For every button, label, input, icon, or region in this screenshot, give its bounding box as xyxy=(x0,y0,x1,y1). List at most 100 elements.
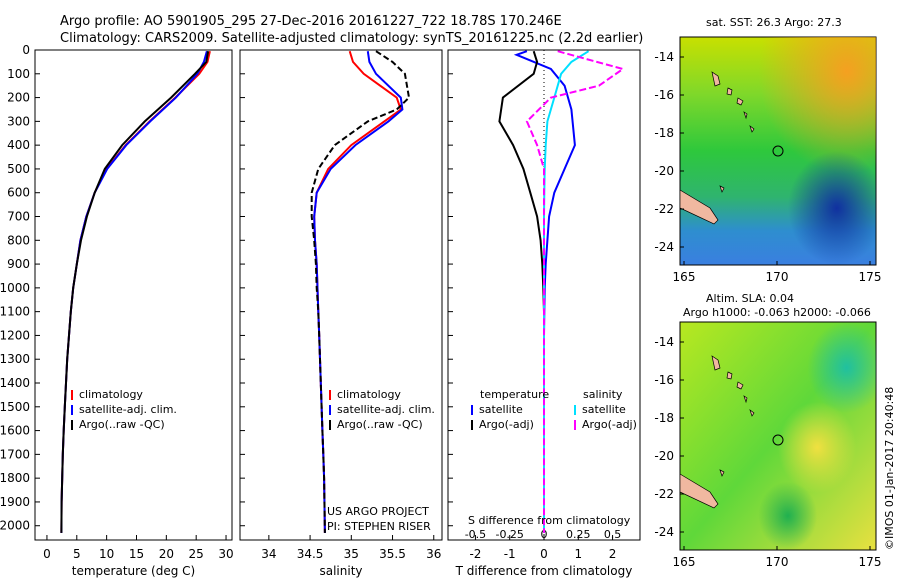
sst-cold-region xyxy=(680,37,876,265)
x-axis-label: T difference from climatology xyxy=(455,564,633,578)
map-y-tick-label: -22 xyxy=(654,487,674,501)
x-axis-label: salinity xyxy=(319,564,362,578)
map-y-tick-label: -22 xyxy=(654,202,674,216)
legend-label: satellite-adj. clim. xyxy=(337,403,435,416)
depth-tick-label: 700 xyxy=(7,210,30,224)
x-tick-label: 36 xyxy=(426,547,441,561)
x-tick-label: 35 xyxy=(344,547,359,561)
depth-tick-label: 100 xyxy=(7,67,30,81)
header-line-1: Argo profile: AO 5901905_295 27-Dec-2016… xyxy=(60,14,562,29)
legend-label: climatology xyxy=(337,388,401,401)
legend-label: climatology xyxy=(79,388,143,401)
sst-map: sat. SST: 26.3 Argo: 27.3 -14 -16 -18 -20 -2… xyxy=(654,16,881,284)
depth-tick-label: 800 xyxy=(7,233,30,247)
x-tick-label: 35.5 xyxy=(379,547,406,561)
imos-timestamp: ©IMOS 01-Jan-2017 20:40:48 xyxy=(883,387,896,550)
s-tick-label: -0.5 xyxy=(465,528,486,541)
x-tick-label: 25 xyxy=(189,547,204,561)
legend-label: salinity xyxy=(583,388,623,401)
legend-label: Argo(..raw -QC) xyxy=(337,418,423,431)
temperature-panel: 0 5 10 15 20 25 30 temperature (deg C) climatolo… xyxy=(34,49,234,578)
x-tick-label: 30 xyxy=(218,547,233,561)
depth-tick-label: 900 xyxy=(7,257,30,271)
x-tick-label: 34 xyxy=(261,547,276,561)
depth-tick-label: 1400 xyxy=(0,376,30,390)
sla-map-title-1: Altim. SLA: 0.04 xyxy=(706,292,794,305)
map-y-tick-label: -16 xyxy=(654,373,674,387)
sst-argo-marker xyxy=(772,145,784,157)
map-x-tick-label: 175 xyxy=(859,270,882,284)
map-x-tick-label: 165 xyxy=(673,555,696,569)
depth-tick-label: 300 xyxy=(7,114,30,128)
map-x-tick-label: 165 xyxy=(673,270,696,284)
pi-label: PI: STEPHEN RISER xyxy=(327,520,431,533)
x-tick-label: -1 xyxy=(504,547,516,561)
s-tick-label: -0.25 xyxy=(495,528,523,541)
x-tick-label: 15 xyxy=(129,547,144,561)
plot-frame xyxy=(34,49,233,541)
depth-tick-label: 600 xyxy=(7,186,30,200)
series-line-argo-raw-qc- xyxy=(60,51,210,533)
sst-map-title: sat. SST: 26.3 Argo: 27.3 xyxy=(706,16,842,29)
depth-tick-label: 1000 xyxy=(0,281,30,295)
depth-axis: 0 100 200 300 400 500 600 700 800 900 1000 1100 1200… xyxy=(0,43,453,533)
plot-frame xyxy=(239,49,443,541)
sla-map-axes: -14 -16 -18 -20 -22 -24 165 170 175 xyxy=(654,335,881,569)
map-y-tick-label: -24 xyxy=(654,240,674,254)
depth-tick-label: 1500 xyxy=(0,400,30,414)
sla-islands xyxy=(679,355,755,509)
x-tick-label: 1 xyxy=(574,547,582,561)
x-tick-label: 10 xyxy=(99,547,114,561)
depth-tick-label: 500 xyxy=(7,162,30,176)
s-tick-label: 0.25 xyxy=(566,528,591,541)
legend-label: satellite xyxy=(479,403,523,416)
x-tick-label: 20 xyxy=(159,547,174,561)
depth-tick-label: 200 xyxy=(7,91,30,105)
map-y-tick-label: -20 xyxy=(654,164,674,178)
depth-tick-label: 1700 xyxy=(0,447,30,461)
x-tick-label: 34.5 xyxy=(297,547,324,561)
legend-label: satellite xyxy=(582,403,626,416)
header-line-2: Climatology: CARS2009. Satellite-adjuste… xyxy=(60,31,643,46)
legend-label: satellite-adj. clim. xyxy=(79,403,177,416)
depth-tick-label: 1200 xyxy=(0,328,30,342)
x-tick-label: -2 xyxy=(469,547,481,561)
x-tick-label: 5 xyxy=(73,547,81,561)
sla-map-title-2: Argo h1000: -0.063 h2000: -0.066 xyxy=(683,306,871,319)
map-y-tick-label: -18 xyxy=(654,411,674,425)
sla-map: Altim. SLA: 0.04 Argo h1000: -0.063 h200… xyxy=(654,292,881,569)
depth-tick-label: 1300 xyxy=(0,352,30,366)
sst-islands xyxy=(679,71,755,225)
x-tick-label: 0 xyxy=(540,547,548,561)
map-y-tick-label: -18 xyxy=(654,126,674,140)
legend-label: Argo(..raw -QC) xyxy=(79,418,165,431)
map-x-tick-label: 175 xyxy=(859,555,882,569)
sla-argo-marker xyxy=(772,434,784,446)
map-x-tick-label: 170 xyxy=(766,555,789,569)
sla-yellow-region xyxy=(680,322,876,550)
depth-tick-label: 400 xyxy=(7,138,30,152)
map-y-tick-label: -14 xyxy=(654,50,674,64)
difference-panel: -2 -1 0 1 2 T difference from climatology -0.5… xyxy=(447,49,641,578)
map-y-tick-label: -14 xyxy=(654,335,674,349)
x-tick-label: 0 xyxy=(43,547,51,561)
legend-label: temperature xyxy=(480,388,549,401)
x-axis-label: temperature (deg C) xyxy=(72,564,195,578)
s-difference-label: S difference from climatology xyxy=(468,514,631,527)
x-tick-label: 2 xyxy=(609,547,617,561)
map-y-tick-label: -20 xyxy=(654,449,674,463)
depth-tick-label: 1100 xyxy=(0,305,30,319)
map-y-tick-label: -16 xyxy=(654,88,674,102)
map-x-tick-label: 170 xyxy=(766,270,789,284)
depth-tick-label: 1800 xyxy=(0,471,30,485)
map-y-tick-label: -24 xyxy=(654,525,674,539)
series-line-argo-raw-qc- xyxy=(310,50,411,533)
depth-tick-label: 2000 xyxy=(0,519,30,533)
legend-label: Argo(-adj) xyxy=(582,418,637,431)
depth-tick-label: 1900 xyxy=(0,495,30,509)
depth-tick-label: 0 xyxy=(22,43,30,57)
project-label: US ARGO PROJECT xyxy=(327,505,429,518)
sst-map-axes: -14 -16 -18 -20 -22 -24 165 170 175 xyxy=(654,50,881,284)
legend-label: Argo(-adj) xyxy=(479,418,534,431)
